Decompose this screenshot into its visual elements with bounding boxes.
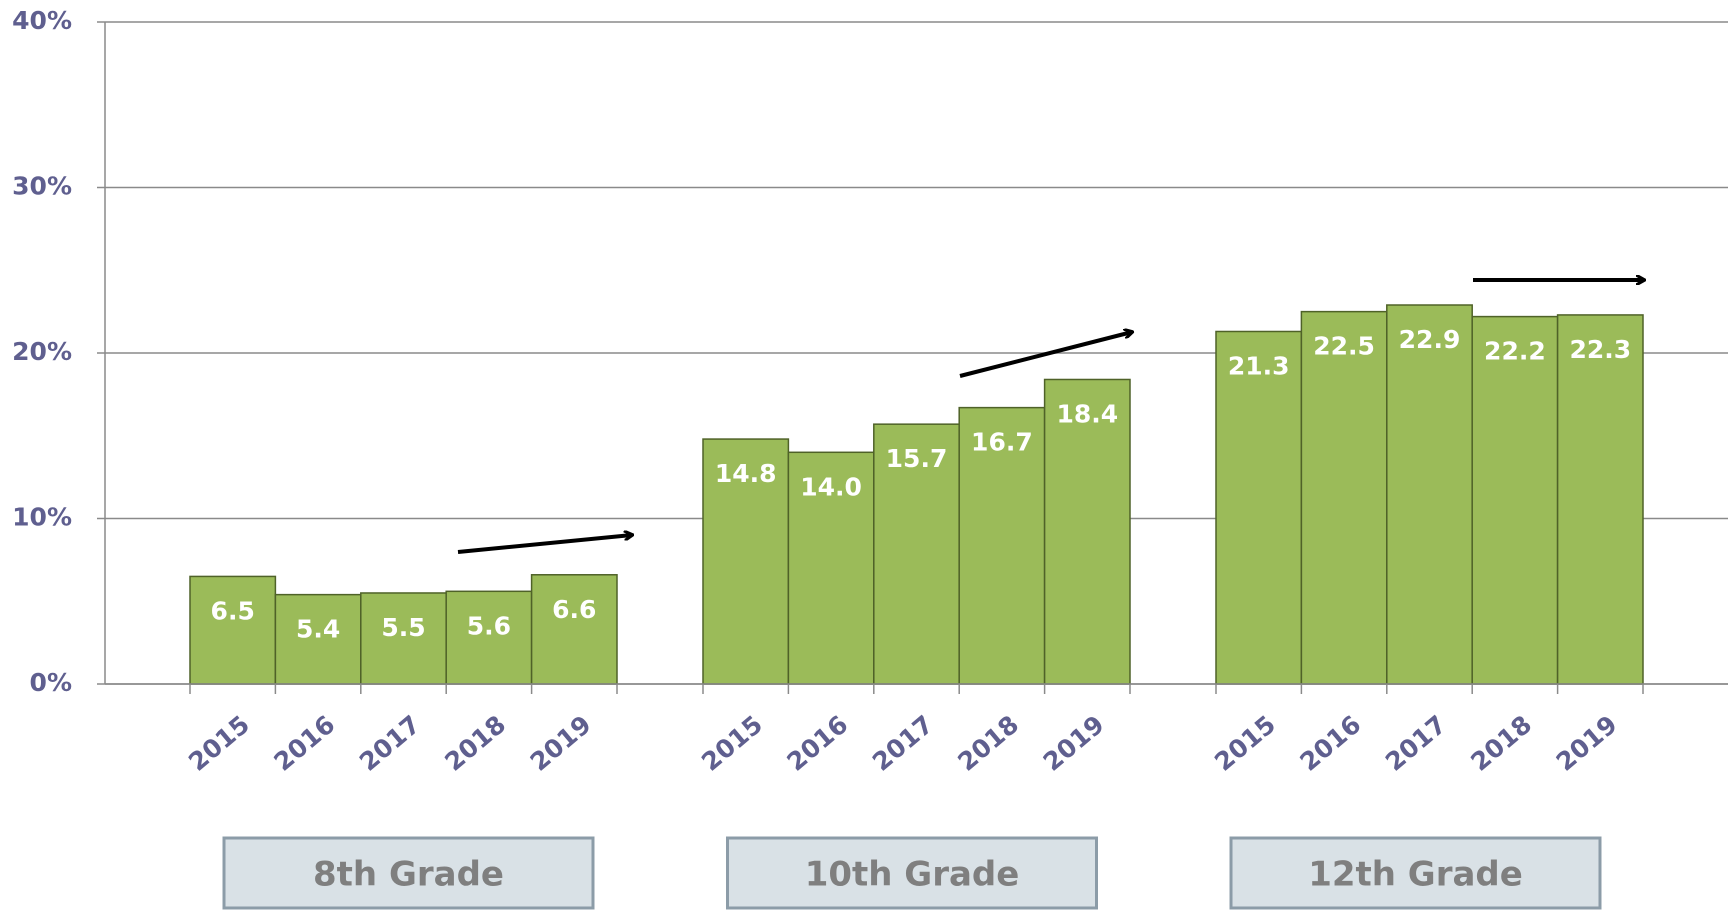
bar bbox=[274, 593, 362, 685]
bar bbox=[958, 406, 1046, 685]
x-tick-label: 2015 bbox=[696, 710, 768, 777]
trend-arrow bbox=[959, 332, 1132, 378]
x-tick-label: 2018 bbox=[952, 710, 1024, 777]
x-tick-label: 2015 bbox=[1209, 710, 1281, 777]
group-label: 10th Grade bbox=[805, 855, 1020, 895]
bar bbox=[360, 592, 447, 685]
value-label: 14.0 bbox=[800, 472, 862, 501]
group-label: 8th Grade bbox=[313, 855, 504, 895]
x-tick-label: 2017 bbox=[867, 710, 939, 777]
x-tick-label: 2018 bbox=[439, 710, 511, 777]
value-label: 18.4 bbox=[1056, 399, 1118, 428]
bar bbox=[1043, 378, 1131, 685]
bar bbox=[1386, 304, 1473, 685]
x-tick-label: 2017 bbox=[1380, 710, 1452, 777]
value-label: 22.5 bbox=[1313, 332, 1375, 361]
bar bbox=[1215, 330, 1303, 685]
group-box bbox=[1229, 836, 1602, 910]
y-tick-label: 30% bbox=[12, 172, 72, 201]
value-label: 6.5 bbox=[211, 596, 255, 625]
x-tick-label: 2016 bbox=[782, 710, 854, 777]
group-box bbox=[222, 836, 595, 910]
bar bbox=[787, 451, 875, 685]
bar bbox=[873, 423, 960, 685]
x-tick-label: 2019 bbox=[525, 710, 597, 777]
value-label: 6.6 bbox=[552, 595, 596, 624]
group-label: 12th Grade bbox=[1308, 855, 1523, 895]
value-label: 16.7 bbox=[971, 428, 1033, 457]
bar bbox=[1556, 314, 1644, 685]
group-box bbox=[726, 836, 1098, 910]
y-tick-label: 20% bbox=[12, 337, 72, 366]
value-label: 5.5 bbox=[381, 613, 425, 642]
bar bbox=[189, 575, 277, 685]
value-label: 22.2 bbox=[1484, 337, 1546, 366]
bar bbox=[530, 574, 618, 685]
y-tick-label: 40% bbox=[12, 6, 72, 35]
x-tick-label: 2016 bbox=[1295, 710, 1367, 777]
x-tick-label: 2018 bbox=[1465, 710, 1537, 777]
value-label: 15.7 bbox=[886, 444, 948, 473]
value-label: 22.9 bbox=[1399, 325, 1461, 354]
value-label: 5.6 bbox=[467, 611, 511, 640]
x-tick-label: 2015 bbox=[183, 710, 255, 777]
value-label: 22.3 bbox=[1569, 335, 1631, 364]
value-label: 14.8 bbox=[715, 459, 777, 488]
y-tick-label: 0% bbox=[30, 668, 72, 697]
y-tick-label: 10% bbox=[12, 503, 72, 532]
trend-arrow bbox=[457, 535, 632, 554]
value-label: 21.3 bbox=[1228, 351, 1290, 380]
bar bbox=[1300, 310, 1388, 685]
value-label: 5.4 bbox=[296, 615, 340, 644]
x-tick-label: 2019 bbox=[1551, 710, 1623, 777]
x-tick-label: 2016 bbox=[269, 710, 341, 777]
x-tick-label: 2019 bbox=[1038, 710, 1110, 777]
bar bbox=[1471, 315, 1559, 685]
x-tick-label: 2017 bbox=[354, 710, 426, 777]
